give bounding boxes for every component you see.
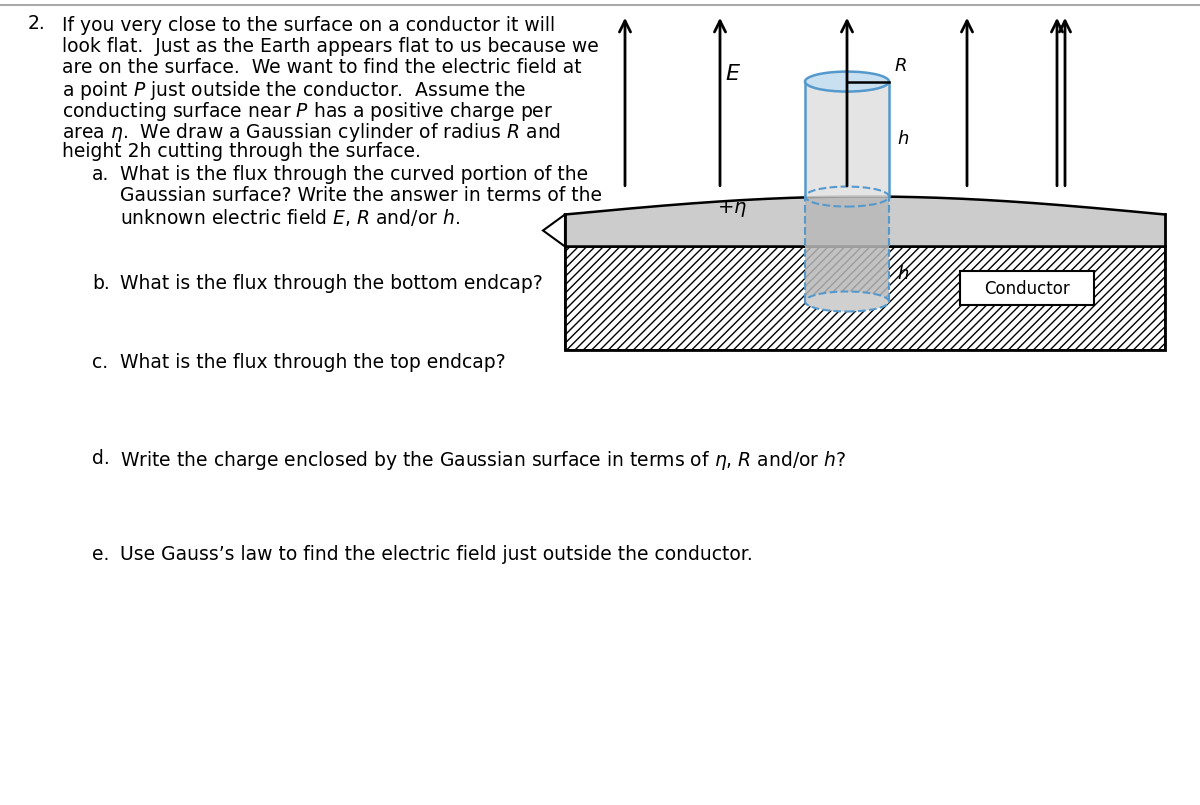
Polygon shape <box>565 196 1165 246</box>
Text: What is the flux through the top endcap?: What is the flux through the top endcap? <box>120 353 505 372</box>
Text: a point $P$ just outside the conductor.  Assume the: a point $P$ just outside the conductor. … <box>62 79 527 102</box>
Text: $E$: $E$ <box>725 64 742 84</box>
Text: Gaussian surface? Write the answer in terms of the: Gaussian surface? Write the answer in te… <box>120 186 602 205</box>
Text: What is the flux through the curved portion of the: What is the flux through the curved port… <box>120 165 588 184</box>
Polygon shape <box>565 246 1165 350</box>
Text: area $\eta$.  We draw a Gaussian cylinder of radius $R$ and: area $\eta$. We draw a Gaussian cylinder… <box>62 121 562 144</box>
Text: What is the flux through the bottom endcap?: What is the flux through the bottom endc… <box>120 274 542 293</box>
Text: $+\eta$: $+\eta$ <box>716 199 748 219</box>
Text: c.: c. <box>92 353 108 372</box>
Polygon shape <box>805 196 889 302</box>
Text: Conductor: Conductor <box>984 279 1070 298</box>
Text: 2.: 2. <box>28 14 46 33</box>
Polygon shape <box>805 81 889 196</box>
Polygon shape <box>542 214 565 246</box>
Text: $R$: $R$ <box>894 56 907 75</box>
Text: d.: d. <box>92 449 109 468</box>
Text: $h$: $h$ <box>898 265 910 283</box>
Text: look flat.  Just as the Earth appears flat to us because we: look flat. Just as the Earth appears fla… <box>62 37 599 56</box>
Text: Write the charge enclosed by the Gaussian surface in terms of $\eta$, $R$ and/or: Write the charge enclosed by the Gaussia… <box>120 449 846 472</box>
Text: are on the surface.  We want to find the electric field at: are on the surface. We want to find the … <box>62 58 582 77</box>
Text: height 2h cutting through the surface.: height 2h cutting through the surface. <box>62 142 421 161</box>
Text: unknown electric field $E$, $R$ and/or $h$.: unknown electric field $E$, $R$ and/or $… <box>120 207 460 228</box>
Text: Use Gauss’s law to find the electric field just outside the conductor.: Use Gauss’s law to find the electric fie… <box>120 545 752 564</box>
Ellipse shape <box>805 72 889 92</box>
Text: If you very close to the surface on a conductor it will: If you very close to the surface on a co… <box>62 16 556 35</box>
FancyBboxPatch shape <box>960 271 1094 306</box>
Text: conducting surface near $P$ has a positive charge per: conducting surface near $P$ has a positi… <box>62 100 553 123</box>
Text: b.: b. <box>92 274 109 293</box>
Text: $h$: $h$ <box>898 130 910 148</box>
Text: e.: e. <box>92 545 109 564</box>
Text: a.: a. <box>92 165 109 184</box>
Ellipse shape <box>805 291 889 312</box>
